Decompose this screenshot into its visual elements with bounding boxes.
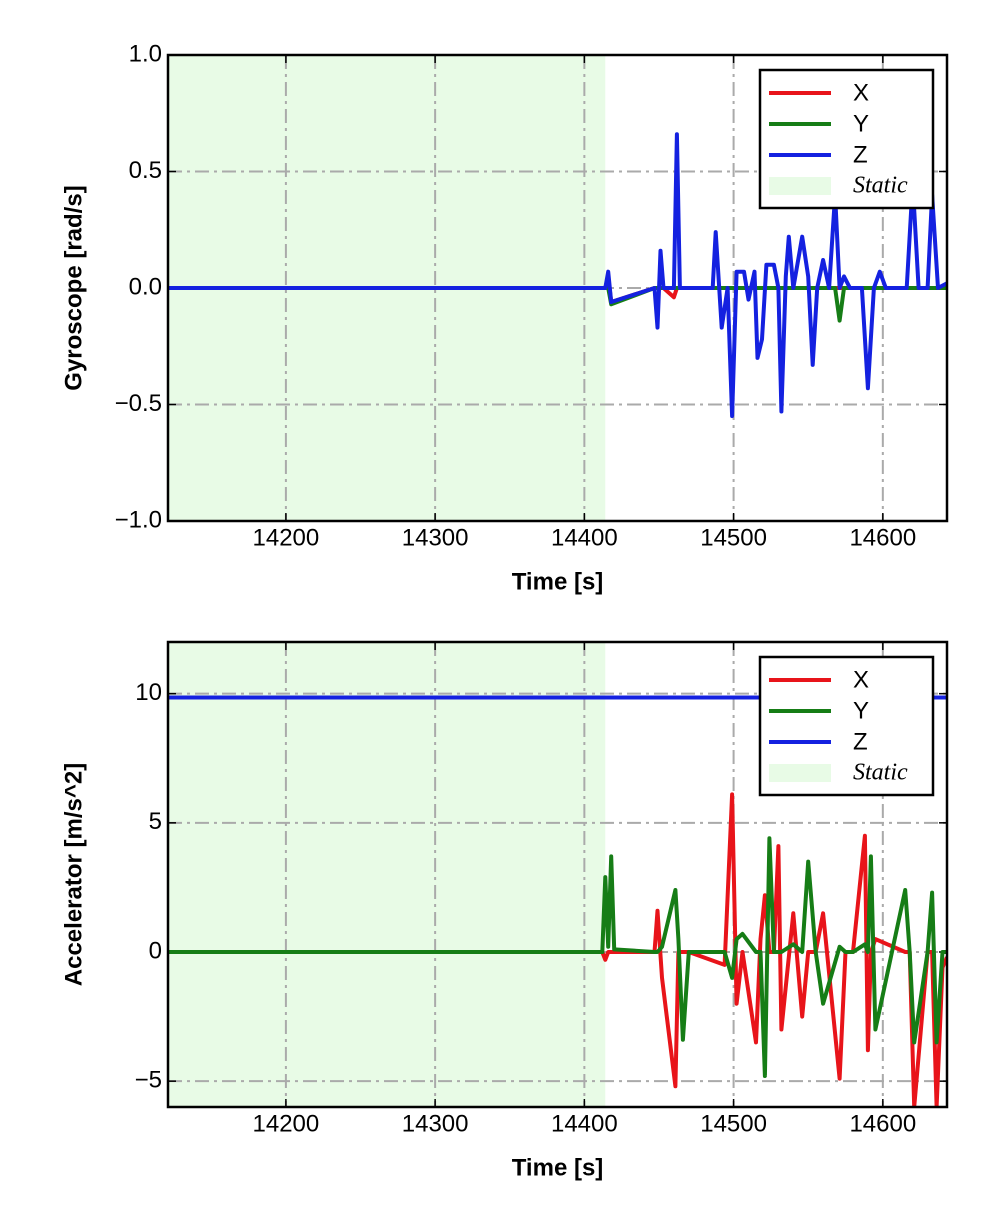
x-axis-label: Time [s] bbox=[512, 1154, 604, 1181]
series-line bbox=[168, 792, 947, 1107]
legend: XYZ Static bbox=[758, 68, 935, 210]
legend: XYZ Static bbox=[758, 655, 935, 797]
x-tick-label: 14500 bbox=[700, 1110, 767, 1137]
y-tick-label: 0.0 bbox=[129, 273, 162, 300]
x-tick-label: 14500 bbox=[700, 524, 767, 551]
static-region bbox=[168, 642, 606, 1107]
legend-label: Y bbox=[853, 697, 869, 724]
axes-frame bbox=[166, 53, 949, 523]
y-tick-label: 0 bbox=[149, 937, 162, 964]
legend-label: X bbox=[853, 666, 869, 693]
x-tick-label: 14200 bbox=[253, 524, 320, 551]
y-tick-label: −5 bbox=[135, 1067, 162, 1094]
x-axis-label: Time [s] bbox=[512, 568, 604, 595]
subplot: 14200 14300 14400 14500 14600 −1.0 −0.5 0.0 0.5 1… bbox=[60, 40, 949, 595]
legend-label: Z bbox=[853, 141, 868, 168]
x-tick-label: 14300 bbox=[402, 1110, 469, 1137]
x-tick-label: 14600 bbox=[849, 1110, 916, 1137]
x-tick-label: 14200 bbox=[253, 1110, 320, 1137]
y-tick-label: −0.5 bbox=[115, 390, 162, 417]
legend-label: Static bbox=[853, 760, 908, 786]
x-tick-label: 14600 bbox=[849, 524, 916, 551]
legend-swatch bbox=[769, 177, 831, 195]
series-line bbox=[168, 132, 947, 419]
y-tick-label: 1.0 bbox=[129, 40, 162, 67]
y-tick-label: 10 bbox=[135, 679, 162, 706]
legend-label: Y bbox=[853, 110, 869, 137]
y-tick-label: 0.5 bbox=[129, 157, 162, 184]
series-line bbox=[168, 836, 947, 1078]
x-tick-label: 14300 bbox=[402, 524, 469, 551]
legend-label: Static bbox=[853, 173, 908, 199]
legend-label: X bbox=[853, 79, 869, 106]
y-axis-label: Gyroscope [rad/s] bbox=[60, 185, 87, 390]
axes-frame bbox=[166, 640, 949, 1109]
legend-label: Z bbox=[853, 728, 868, 755]
y-tick-label: −1.0 bbox=[115, 506, 162, 533]
legend-swatch bbox=[769, 764, 831, 782]
lines bbox=[168, 132, 947, 419]
x-tick-label: 14400 bbox=[551, 1110, 618, 1137]
subplot: 14200 14300 14400 14500 14600 −5 0 5 10 Time [s] A… bbox=[60, 640, 949, 1181]
y-tick-label: 5 bbox=[149, 808, 162, 835]
x-tick-label: 14400 bbox=[551, 524, 618, 551]
y-axis-label: Accelerator [m/s^2] bbox=[60, 763, 87, 986]
